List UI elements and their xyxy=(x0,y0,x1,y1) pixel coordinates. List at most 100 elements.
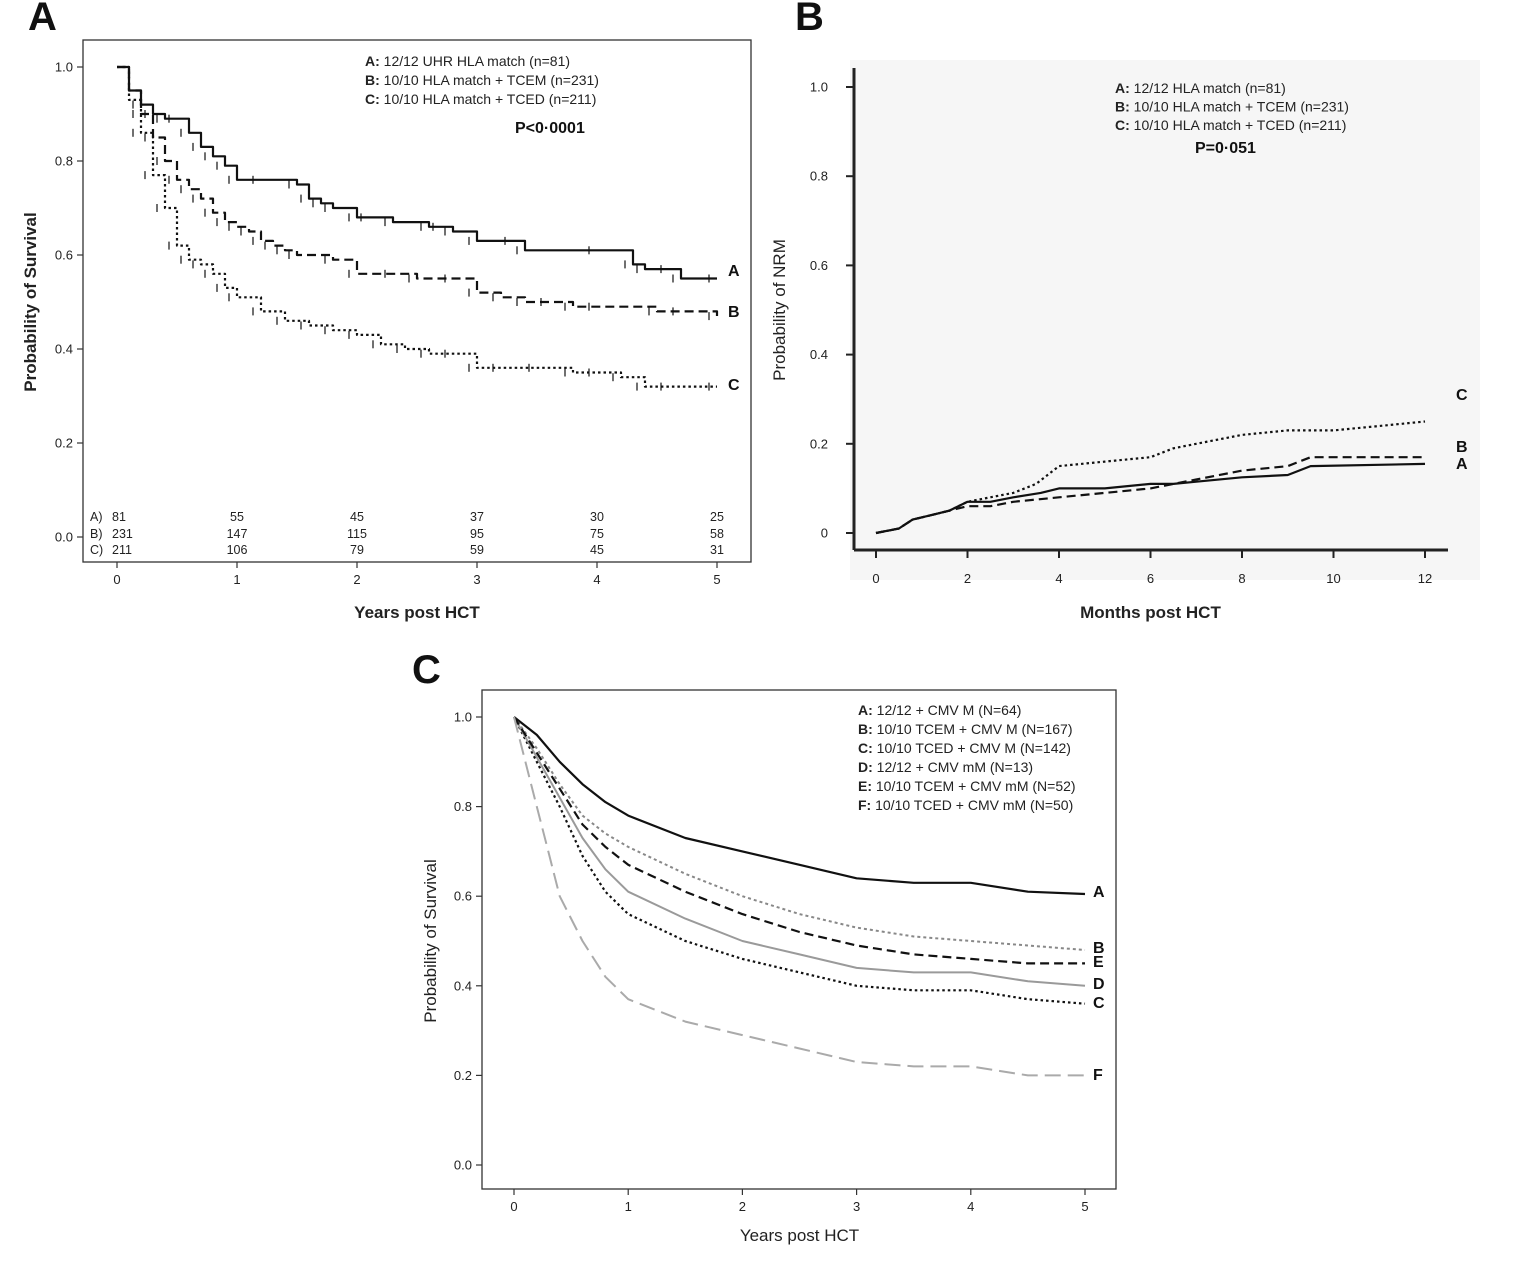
y-tick-label: 0.8 xyxy=(55,154,73,169)
x-tick-label: 3 xyxy=(853,1199,860,1214)
legend-entry: A: 12/12 + CMV M (N=64) xyxy=(858,702,1021,718)
x-tick-label: 5 xyxy=(713,572,720,587)
risk-value: 55 xyxy=(230,510,244,524)
risk-value: 59 xyxy=(470,543,484,557)
censor-marks-B xyxy=(132,110,710,321)
risk-row-label: C) xyxy=(90,543,103,557)
risk-value: 25 xyxy=(710,510,724,524)
x-tick-label: 10 xyxy=(1326,571,1340,586)
series-end-label-A: A xyxy=(728,263,740,280)
panel-label-C: C xyxy=(412,648,441,692)
risk-value: 106 xyxy=(227,543,248,557)
risk-value: 31 xyxy=(710,543,724,557)
plot-frame xyxy=(82,39,752,563)
risk-value: 115 xyxy=(347,527,367,541)
series-line-A xyxy=(117,65,717,280)
series-line-C xyxy=(875,420,1426,535)
y-tick-label: 0.6 xyxy=(810,258,828,273)
legend-entry: C: 10/10 TCED + CMV M (N=142) xyxy=(858,740,1071,756)
legend-entry: C: 10/10 HLA match + TCED (n=211) xyxy=(365,91,596,107)
risk-value: 147 xyxy=(227,527,248,541)
series-line-B xyxy=(513,716,1086,951)
x-tick-label: 0 xyxy=(510,1199,517,1214)
plot-frame xyxy=(481,689,1117,1190)
chart-panel-C: C 0.0 0.2 0.4 0.6 0.8 1.0 0 1 2 3 4 5 Years post HCT P… xyxy=(412,648,1117,1245)
panel-label-A: A xyxy=(28,0,57,39)
x-tick-label: 2 xyxy=(353,572,360,587)
x-tick-label: 1 xyxy=(233,572,240,587)
y-tick-label: 0.6 xyxy=(454,889,472,904)
y-tick-label: 0.2 xyxy=(454,1068,472,1083)
series-end-label-A: A xyxy=(1093,884,1105,901)
x-tick-label: 0 xyxy=(872,571,879,586)
x-tick-label: 3 xyxy=(473,572,480,587)
legend-entry: B: 10/10 HLA match + TCEM (n=231) xyxy=(365,72,599,88)
x-tick-label: 6 xyxy=(1147,571,1154,586)
series-end-label-B: B xyxy=(1093,940,1105,957)
x-tick-label: 8 xyxy=(1238,571,1245,586)
legend-entry: F: 10/10 TCED + CMV mM (N=50) xyxy=(858,797,1073,813)
chart-panel-B: B 0 0.2 0.4 0.6 0.8 1.0 0 2 4 6 8 10 12 Months post HC… xyxy=(770,0,1480,622)
x-tick-label: 4 xyxy=(593,572,600,587)
risk-value: 75 xyxy=(590,527,604,541)
legend-entry: D: 12/12 + CMV mM (N=13) xyxy=(858,759,1033,775)
y-axis-label: Probability of Survival xyxy=(421,859,440,1022)
x-tick-label: 12 xyxy=(1418,571,1432,586)
series-end-label-C: C xyxy=(1456,387,1468,404)
risk-value: 58 xyxy=(710,527,724,541)
legend: A: 12/12 UHR HLA match (n=81) B: 10/10 HL… xyxy=(365,53,599,107)
y-tick-label: 0.4 xyxy=(810,347,828,362)
risk-value: 45 xyxy=(350,510,364,524)
risk-value: 81 xyxy=(112,510,126,524)
series-end-label-D: D xyxy=(1093,976,1105,993)
y-tick-label: 1.0 xyxy=(454,710,472,725)
risk-value: 30 xyxy=(590,510,604,524)
series-line-D xyxy=(513,716,1086,987)
risk-value: 211 xyxy=(112,543,132,557)
x-tick-label: 1 xyxy=(625,1199,632,1214)
y-tick-label: 0 xyxy=(821,526,828,541)
y-axis-label: Probability of Survival xyxy=(21,212,40,392)
series-end-label-C: C xyxy=(1093,995,1105,1012)
series-line-B xyxy=(117,65,719,317)
y-tick-label: 1.0 xyxy=(810,80,828,95)
x-tick-label: 2 xyxy=(739,1199,746,1214)
series-end-label-A: A xyxy=(1456,456,1468,473)
y-tick-label: 0.4 xyxy=(55,342,73,357)
x-axis-label: Months post HCT xyxy=(1080,603,1221,622)
legend-entry: B: 10/10 TCEM + CMV M (N=167) xyxy=(858,721,1072,737)
x-tick-label: 5 xyxy=(1081,1199,1088,1214)
risk-row-label: A) xyxy=(90,510,103,524)
series-end-label-C: C xyxy=(728,377,740,394)
panel-label-B: B xyxy=(795,0,824,39)
y-tick-label: 0.2 xyxy=(55,436,73,451)
legend: A: 12/12 + CMV M (N=64) B: 10/10 TCEM + C… xyxy=(858,702,1076,813)
p-value: P=0·051 xyxy=(1195,140,1256,157)
risk-value: 37 xyxy=(470,510,484,524)
legend-entry: E: 10/10 TCEM + CMV mM (N=52) xyxy=(858,778,1076,794)
x-axis-label: Years post HCT xyxy=(740,1226,859,1245)
risk-row-label: B) xyxy=(90,527,103,541)
censor-marks-A xyxy=(132,100,710,283)
risk-value: 95 xyxy=(470,527,484,541)
risk-table: A) 81 55 45 37 30 25 B) 231 147 115 95 75 58 C) 211 106 7… xyxy=(90,510,724,557)
legend: A: 12/12 HLA match (n=81) B: 10/10 HLA ma… xyxy=(1115,80,1349,133)
risk-value: 45 xyxy=(590,543,604,557)
series-end-label-B: B xyxy=(1456,439,1468,456)
series-line-A xyxy=(513,716,1086,896)
series-line-C xyxy=(117,65,717,388)
risk-value: 231 xyxy=(112,527,133,541)
series-end-label-E: E xyxy=(1093,954,1104,971)
series-line-B xyxy=(875,456,1425,535)
y-tick-label: 0.2 xyxy=(810,436,828,451)
y-tick-label: 0.4 xyxy=(454,978,472,993)
legend-entry: A: 12/12 UHR HLA match (n=81) xyxy=(365,53,570,69)
p-value: P<0·0001 xyxy=(515,120,585,137)
y-tick-label: 0.0 xyxy=(454,1158,472,1173)
series-line-F xyxy=(513,716,1085,1077)
x-tick-label: 4 xyxy=(1055,571,1062,586)
legend-entry: A: 12/12 HLA match (n=81) xyxy=(1115,80,1286,96)
y-tick-label: 0.0 xyxy=(55,530,73,545)
